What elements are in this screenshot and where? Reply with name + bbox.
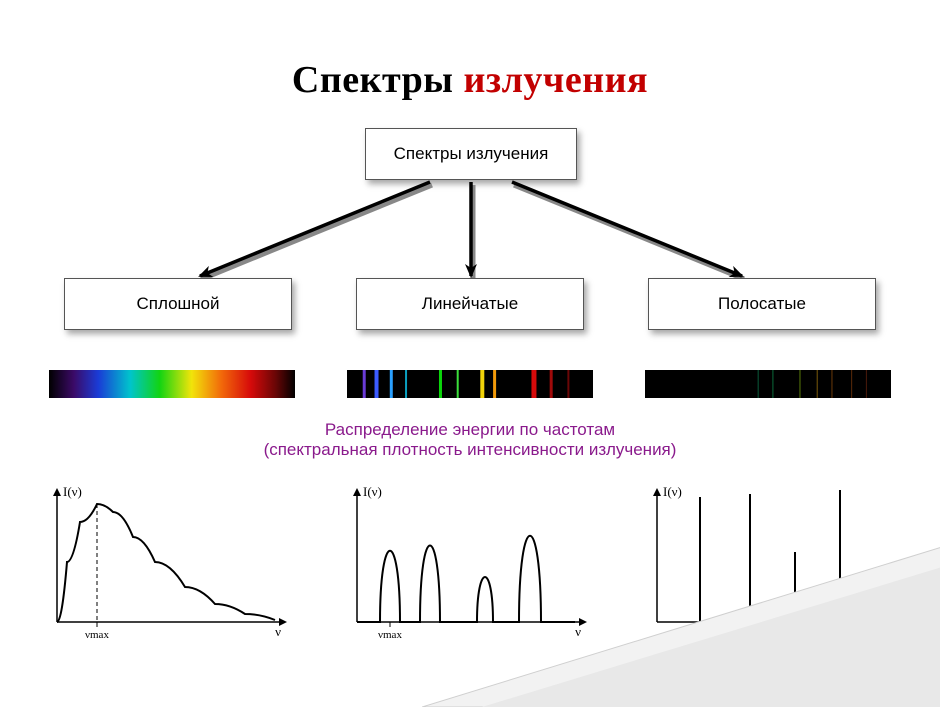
- svg-text:νmax: νmax: [688, 629, 712, 641]
- intensity-row: I(ν) ν νmax I(ν) ν νmax I(ν) ν νmax: [0, 482, 940, 642]
- title-word1: Спектры: [292, 59, 454, 101]
- svg-text:I(ν): I(ν): [663, 484, 682, 499]
- category-label-1: Сплошной: [136, 294, 219, 314]
- category-row: Сплошной Линейчатые Полосатые: [0, 278, 940, 330]
- title-word2: излучения: [463, 59, 648, 101]
- caption-line2: (спектральная плотность интенсивности из…: [0, 440, 940, 460]
- category-box-1: Сплошной: [64, 278, 292, 330]
- svg-text:I(ν): I(ν): [63, 484, 82, 499]
- category-box-3: Полосатые: [648, 278, 876, 330]
- spectra-row: [0, 370, 940, 398]
- svg-text:ν: ν: [875, 624, 881, 639]
- svg-text:ν: ν: [575, 624, 581, 639]
- top-box: Спектры излучения: [365, 128, 577, 180]
- svg-text:ν: ν: [275, 624, 281, 639]
- spectrum-continuous: [49, 370, 295, 398]
- intensity-band: I(ν) ν νmax: [645, 482, 895, 642]
- spectrum-band: [645, 370, 891, 398]
- caption: Распределение энергии по частотам (спект…: [0, 420, 940, 460]
- svg-text:I(ν): I(ν): [363, 484, 382, 499]
- svg-text:νmax: νmax: [378, 629, 402, 641]
- category-label-2: Линейчатые: [422, 294, 518, 314]
- intensity-continuous: I(ν) ν νmax: [45, 482, 295, 642]
- spectrum-line: [347, 370, 593, 398]
- top-box-label: Спектры излучения: [394, 144, 549, 164]
- category-box-2: Линейчатые: [356, 278, 584, 330]
- caption-line1: Распределение энергии по частотам: [0, 420, 940, 440]
- page-title: Спектры излучения: [0, 0, 940, 120]
- category-label-3: Полосатые: [718, 294, 806, 314]
- svg-text:νmax: νmax: [85, 629, 109, 641]
- intensity-line: I(ν) ν νmax: [345, 482, 595, 642]
